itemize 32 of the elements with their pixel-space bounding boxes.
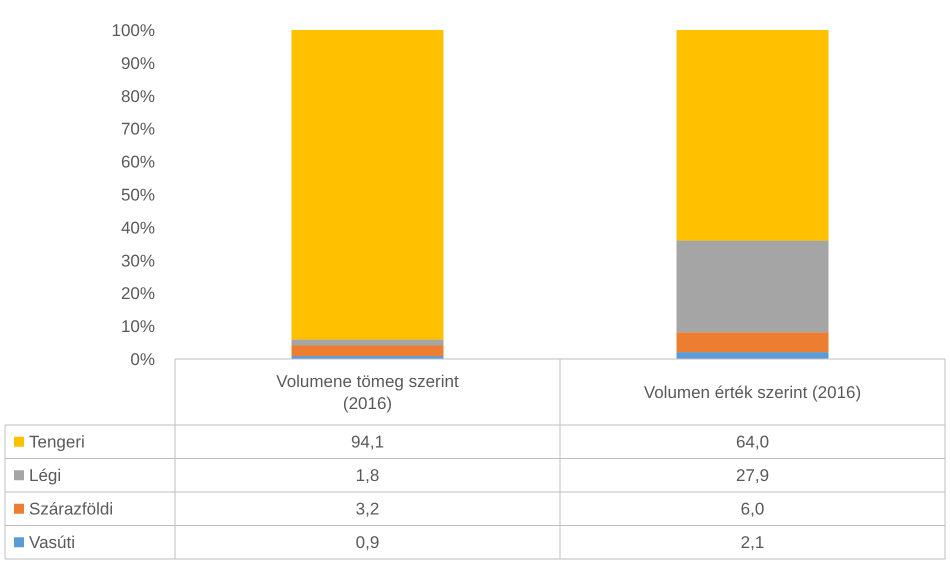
y-tick-label: 40%: [120, 218, 155, 238]
data-label: 0,9: [356, 533, 380, 552]
bar: [292, 346, 444, 356]
y-tick-label: 60%: [120, 152, 155, 172]
x-tick-label: Volumene tömeg szerint (2016): [276, 372, 459, 413]
y-tick-label: 50%: [120, 185, 155, 204]
y-tick-label: 0%: [130, 350, 155, 369]
bar: [676, 240, 828, 332]
x-tick-label: Volumen érték szerint (2016): [644, 382, 862, 402]
y-tick-label: 80%: [120, 86, 155, 106]
data-label: 94,1: [350, 432, 384, 452]
legend-label: Légi: [29, 466, 62, 486]
data-label: 3,2: [356, 500, 380, 519]
y-tick-label: 70%: [120, 120, 155, 139]
bar: [676, 30, 828, 241]
y-tick-label: 100%: [112, 20, 155, 40]
legend-label: Tengeri: [29, 432, 85, 452]
bar: [292, 340, 444, 346]
legend-label: Szárazföldi: [29, 500, 114, 519]
y-tick-label: 30%: [120, 251, 155, 270]
data-label: 27,9: [736, 466, 770, 486]
bar: [292, 30, 444, 340]
data-label: 2,1: [740, 533, 764, 552]
data-label: 64,0: [736, 432, 770, 452]
y-tick-label: 90%: [120, 54, 155, 73]
data-label: 6,0: [740, 500, 764, 519]
y-tick-label: 10%: [120, 317, 155, 336]
bar: [676, 332, 828, 352]
data-label: 1,8: [356, 466, 380, 486]
legend-label: Vasúti: [29, 533, 75, 552]
bar: [676, 352, 828, 359]
y-tick-label: 20%: [120, 284, 155, 304]
